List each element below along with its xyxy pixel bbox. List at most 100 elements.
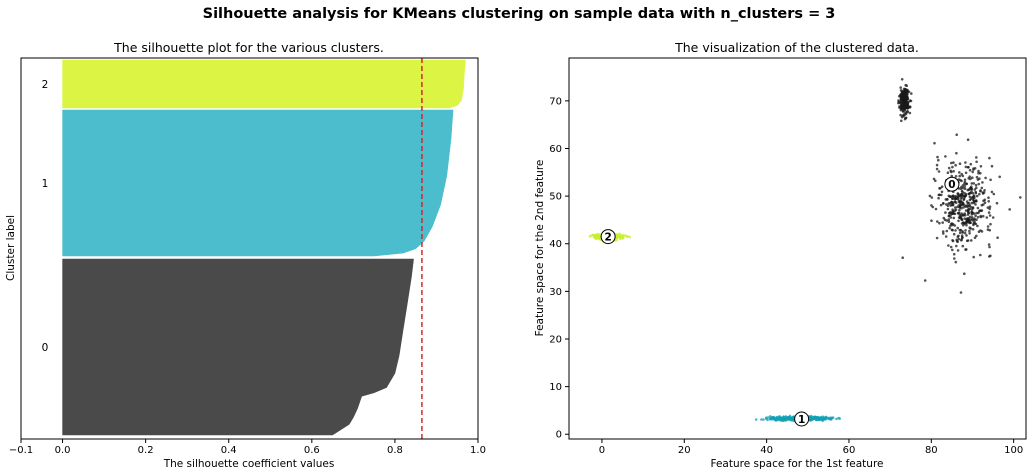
scatter-point-cluster-1 [814,416,818,419]
scatter-x-tick-label: 80 [925,445,938,456]
scatter-point-cluster-0 [960,200,963,204]
scatter-point-cluster-0 [950,161,953,165]
scatter-point-cluster-2 [617,234,621,237]
scatter-point-cluster-0 [903,91,906,95]
scatter-point-cluster-0 [923,279,927,282]
scatter-point-cluster-0 [969,218,972,222]
scatter-point-cluster-0 [902,110,905,113]
scatter-point-cluster-0 [958,171,961,174]
scatter-point-cluster-0 [964,165,968,169]
scatter-point-cluster-0 [986,225,990,228]
scatter-point-cluster-2 [598,237,601,240]
scatter-centroids: 0 1 2 [600,176,960,427]
scatter-point-cluster-0 [971,170,974,174]
scatter-point-cluster-0 [998,175,1001,179]
scatter-point-cluster-0 [973,236,977,240]
scatter-point-cluster-0 [952,232,956,236]
scatter-point-cluster-0 [946,207,950,211]
scatter-point-cluster-2 [591,233,594,237]
scatter-point-cluster-0 [968,232,971,235]
scatter-point-cluster-0 [955,133,958,136]
scatter-point-cluster-0 [989,222,992,226]
scatter-point-cluster-0 [951,212,954,216]
scatter-point-cluster-0 [975,175,979,179]
silhouette-x-axis-label: The silhouette coefficient values [163,458,335,470]
scatter-point-cluster-0 [967,204,971,208]
scatter-point-cluster-0 [952,210,955,213]
scatter-point-cluster-0 [972,182,976,185]
scatter-point-cluster-0 [967,217,970,220]
scatter-point-cluster-0 [905,97,908,100]
scatter-x-tick-label: 0 [599,445,605,456]
scatter-point-cluster-0 [960,193,963,196]
scatter-point-cluster-0 [899,113,902,117]
silhouette-x-tick-label: 0.6 [304,445,320,456]
scatter-point-cluster-1 [782,415,785,419]
scatter-point-cluster-0 [947,166,951,170]
scatter-point-cluster-0 [966,138,970,141]
scatter-point-cluster-0 [981,192,985,195]
scatter-y-tick-label: 70 [549,96,562,107]
scatter-point-cluster-0 [941,230,945,233]
scatter-point-cluster-0 [954,194,958,198]
scatter-point-cluster-0 [988,245,991,249]
scatter-point-cluster-0 [950,170,953,174]
scatter-point-cluster-0 [902,93,906,97]
scatter-point-cluster-0 [971,206,975,209]
scatter-point-cluster-0 [990,190,994,194]
scatter-point-cluster-0 [960,172,963,176]
scatter-point-cluster-0 [989,178,992,182]
scatter-point-cluster-0 [957,212,960,215]
scatter-point-cluster-0 [950,196,953,199]
silhouette-areas [62,59,466,436]
scatter-point-cluster-0 [975,194,979,198]
scatter-point-cluster-0 [974,183,978,187]
scatter-point-cluster-0 [954,196,957,200]
scatter-point-cluster-0 [901,256,904,260]
scatter-point-cluster-0 [956,192,960,195]
scatter-point-cluster-0 [989,254,992,258]
scatter-point-cluster-0 [950,228,954,232]
scatter-y-tick-label: 10 [549,382,562,393]
scatter-point-cluster-0 [971,176,974,179]
scatter-point-cluster-0 [938,187,941,190]
scatter-point-cluster-0 [964,161,967,164]
scatter-point-cluster-0 [939,203,943,207]
scatter-point-cluster-2 [621,237,625,240]
scatter-point-cluster-1 [792,415,795,419]
scatter-point-cluster-0 [979,189,982,192]
scatter-point-cluster-0 [963,231,967,235]
scatter-point-cluster-0 [986,206,990,209]
scatter-point-cluster-0 [960,218,963,221]
scatter-point-cluster-0 [930,204,933,207]
scatter-point-cluster-2 [621,234,624,238]
scatter-point-cluster-0 [974,199,978,202]
centroid-label: 2 [604,232,611,244]
scatter-point-cluster-0 [972,255,975,259]
scatter-point-cluster-0 [966,201,970,205]
scatter-y-ticks: 0 10 20 30 40 50 60 70 [549,96,569,441]
scatter-point-cluster-1 [838,417,841,420]
scatter-point-cluster-2 [628,235,632,239]
scatter-point-cluster-0 [992,192,996,196]
scatter-point-cluster-0 [983,189,986,192]
scatter-point-cluster-0 [983,201,987,204]
scatter-point-cluster-0 [956,235,960,238]
scatter-point-cluster-0 [902,96,906,100]
scatter-point-cluster-0 [906,90,909,93]
scatter-point-cluster-0 [975,234,978,238]
scatter-point-cluster-0 [953,200,957,203]
scatter-point-cluster-0 [935,236,939,240]
scatter-point-cluster-0 [948,201,952,205]
scatter-point-cluster-0 [978,192,981,196]
scatter-point-cluster-2 [619,237,622,240]
scatter-point-cluster-0 [954,208,958,212]
scatter-point-cluster-0 [955,244,958,248]
scatter-point-cluster-0 [978,177,981,180]
scatter-point-cluster-2 [592,235,596,239]
scatter-point-cluster-0 [957,194,960,198]
scatter-point-cluster-0 [996,236,999,239]
scatter-point-cluster-1 [778,415,781,418]
scatter-point-cluster-0 [977,182,981,186]
scatter-point-cluster-0 [952,252,956,256]
